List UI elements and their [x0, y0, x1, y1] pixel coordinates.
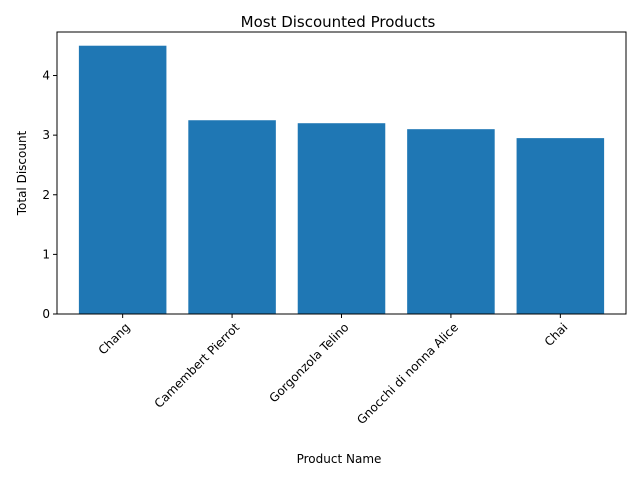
y-tick-label-3: 3: [42, 128, 50, 142]
y-axis: 0 1 2 3 4: [42, 69, 57, 321]
x-tick-label-1: Chang: [96, 320, 133, 357]
plot-frame: [56, 31, 627, 315]
x-tick-label-2: Camembert Pierrot: [152, 320, 243, 411]
y-tick-label-1: 1: [42, 247, 50, 261]
bars-group: [78, 45, 605, 315]
bar-3: [297, 123, 386, 314]
x-axis-label: Product Name: [297, 452, 382, 466]
x-tick-label-5: Chai: [542, 320, 571, 349]
bar-5: [516, 138, 605, 314]
bar-2: [188, 120, 276, 314]
x-axis: Chang Camembert Pierrot Gorgonzola Telino G…: [96, 314, 571, 427]
x-tick-label-3: Gorgonzola Telino: [267, 320, 352, 405]
y-axis-label: Total Discount: [15, 130, 29, 216]
bar-1: [78, 45, 167, 315]
chart-title: Most Discounted Products: [241, 13, 436, 31]
y-tick-label-2: 2: [42, 188, 50, 202]
y-tick-label-4: 4: [42, 69, 50, 83]
y-tick-label-0: 0: [42, 307, 50, 321]
bar-4: [407, 129, 495, 314]
x-tick-label-4: Gnocchi di nonna Alice: [354, 320, 461, 427]
